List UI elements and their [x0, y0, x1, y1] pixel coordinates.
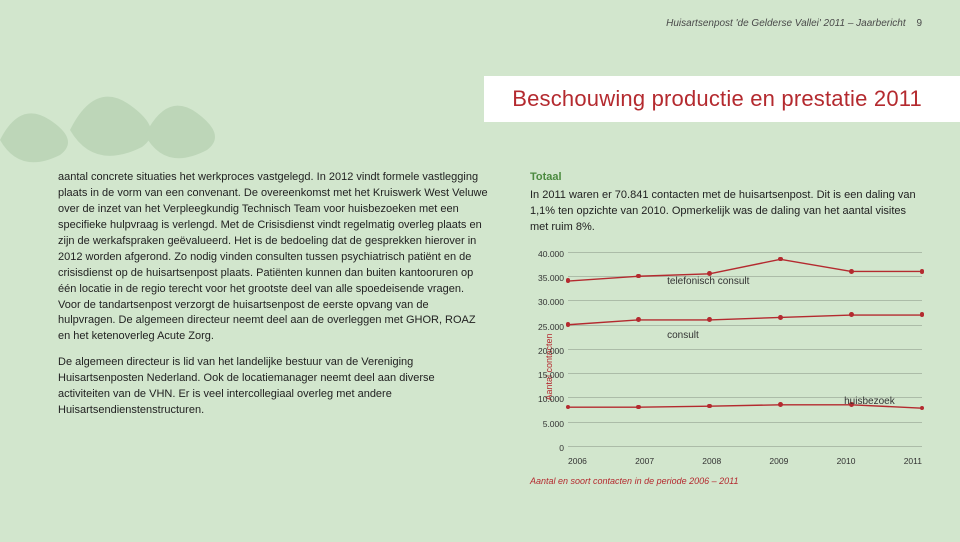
chart-ytick-label: 20.000 [532, 345, 564, 357]
chart-xtick-label: 2007 [635, 455, 654, 467]
chart-series-marker [849, 269, 854, 274]
chart-series-label: huisbezoek [844, 395, 895, 410]
chart-series-marker [778, 402, 783, 407]
chart-series-label: consult [667, 329, 699, 344]
chart-caption: Aantal en soort contacten in de periode … [530, 475, 739, 488]
chart-series-marker [778, 315, 783, 320]
chart-xaxis: 2006 2007 2008 2009 2010 2011 [568, 455, 922, 467]
chart-ytick-label: 30.000 [532, 296, 564, 308]
chart-ytick-label: 15.000 [532, 369, 564, 381]
chart-ytick-label: 5.000 [532, 418, 564, 430]
chart-series-label: telefonisch consult [667, 275, 749, 290]
chart-yaxis-label: Aantal contacten [543, 333, 556, 400]
page: Huisartsenpost 'de Gelderse Vallei' 2011… [0, 0, 960, 542]
text-column-left: aantal concrete situaties het werkproces… [58, 170, 488, 522]
chart-series-line [568, 315, 922, 325]
chart-plot-area: 05.00010.00015.00020.00025.00030.00035.0… [568, 252, 922, 446]
body-columns: aantal concrete situaties het werkproces… [58, 170, 922, 522]
section-heading: Beschouwing productie en prestatie 2011 [484, 76, 960, 122]
chart-xtick-label: 2011 [904, 455, 922, 467]
chart-ytick-label: 35.000 [532, 272, 564, 284]
chart-series-marker [920, 312, 925, 317]
totaal-heading: Totaal [530, 170, 922, 186]
body-paragraph: De algemeen directeur is lid van het lan… [58, 355, 488, 419]
chart-series-marker [849, 312, 854, 317]
running-head: Huisartsenpost 'de Gelderse Vallei' 2011… [666, 18, 922, 29]
running-head-text: Huisartsenpost 'de Gelderse Vallei' 2011… [666, 18, 906, 29]
chart-series-marker [707, 317, 712, 322]
chart-ytick-label: 40.000 [532, 248, 564, 260]
totaal-text: In 2011 waren er 70.841 contacten met de… [530, 188, 922, 236]
chart-series-marker [920, 269, 925, 274]
chart-series-layer: telefonisch consult consult huisbezoek [568, 252, 922, 446]
page-number: 9 [916, 18, 922, 29]
chart-xtick-label: 2009 [769, 455, 788, 467]
chart-xtick-label: 2008 [702, 455, 721, 467]
chart-series-marker [778, 257, 783, 262]
body-paragraph: aantal concrete situaties het werkproces… [58, 170, 488, 345]
chart: Aantal contacten 05.00010.00015.00020.00… [530, 252, 922, 482]
chart-ytick-label: 10.000 [532, 393, 564, 405]
chart-xtick-label: 2010 [837, 455, 856, 467]
chart-series-marker [920, 406, 925, 411]
chart-xtick-label: 2006 [568, 455, 587, 467]
text-column-right: Totaal In 2011 waren er 70.841 contacten… [530, 170, 922, 522]
chart-ytick-label: 0 [532, 442, 564, 454]
chart-ytick-label: 25.000 [532, 321, 564, 333]
